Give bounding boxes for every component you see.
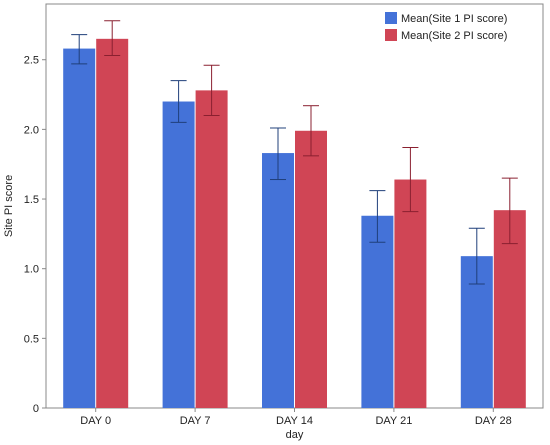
- bars-group: [63, 38, 526, 409]
- legend-label-site-1: Mean(Site 1 PI score): [401, 13, 507, 25]
- x-tick-label: DAY 28: [475, 415, 512, 427]
- bar-site-2-day-7: [195, 90, 228, 409]
- bar-site-2-day-21: [394, 179, 427, 408]
- bar-site-1-day-14: [262, 153, 294, 408]
- x-axis-title: day: [286, 429, 304, 441]
- bar-site-1-day-0: [63, 48, 96, 408]
- legend-swatch-site-1: [385, 12, 397, 24]
- y-tick-label: 1.0: [24, 264, 39, 276]
- legend-swatch-site-2: [385, 29, 397, 41]
- y-tick-label: 2.5: [24, 55, 39, 67]
- legend: Mean(Site 1 PI score) Mean(Site 2 PI sco…: [385, 12, 507, 42]
- x-axis-ticks: DAY 0 DAY 7 DAY 14 DAY 21 DAY 28: [80, 408, 512, 427]
- x-tick-label: DAY 14: [276, 415, 313, 427]
- legend-label-site-2: Mean(Site 2 PI score): [401, 30, 507, 42]
- y-tick-label: 2.0: [24, 124, 39, 136]
- bar-site-1-day-21: [361, 215, 394, 408]
- x-tick-label: DAY 0: [80, 415, 111, 427]
- error-bars-group: [71, 20, 518, 285]
- bar-site-2-day-0: [96, 38, 129, 409]
- x-tick-label: DAY 7: [180, 415, 211, 427]
- x-tick-label: DAY 21: [375, 415, 412, 427]
- y-tick-label: 0.5: [24, 333, 39, 345]
- bar-site-2-day-14: [295, 130, 327, 409]
- y-tick-label: 0: [33, 403, 39, 415]
- y-axis-title: Site PI score: [3, 175, 15, 237]
- bar-site-1-day-7: [162, 101, 195, 408]
- y-axis-ticks: 0 0.5 1.0 1.5 2.0 2.5: [24, 55, 46, 415]
- y-tick-label: 1.5: [24, 194, 39, 206]
